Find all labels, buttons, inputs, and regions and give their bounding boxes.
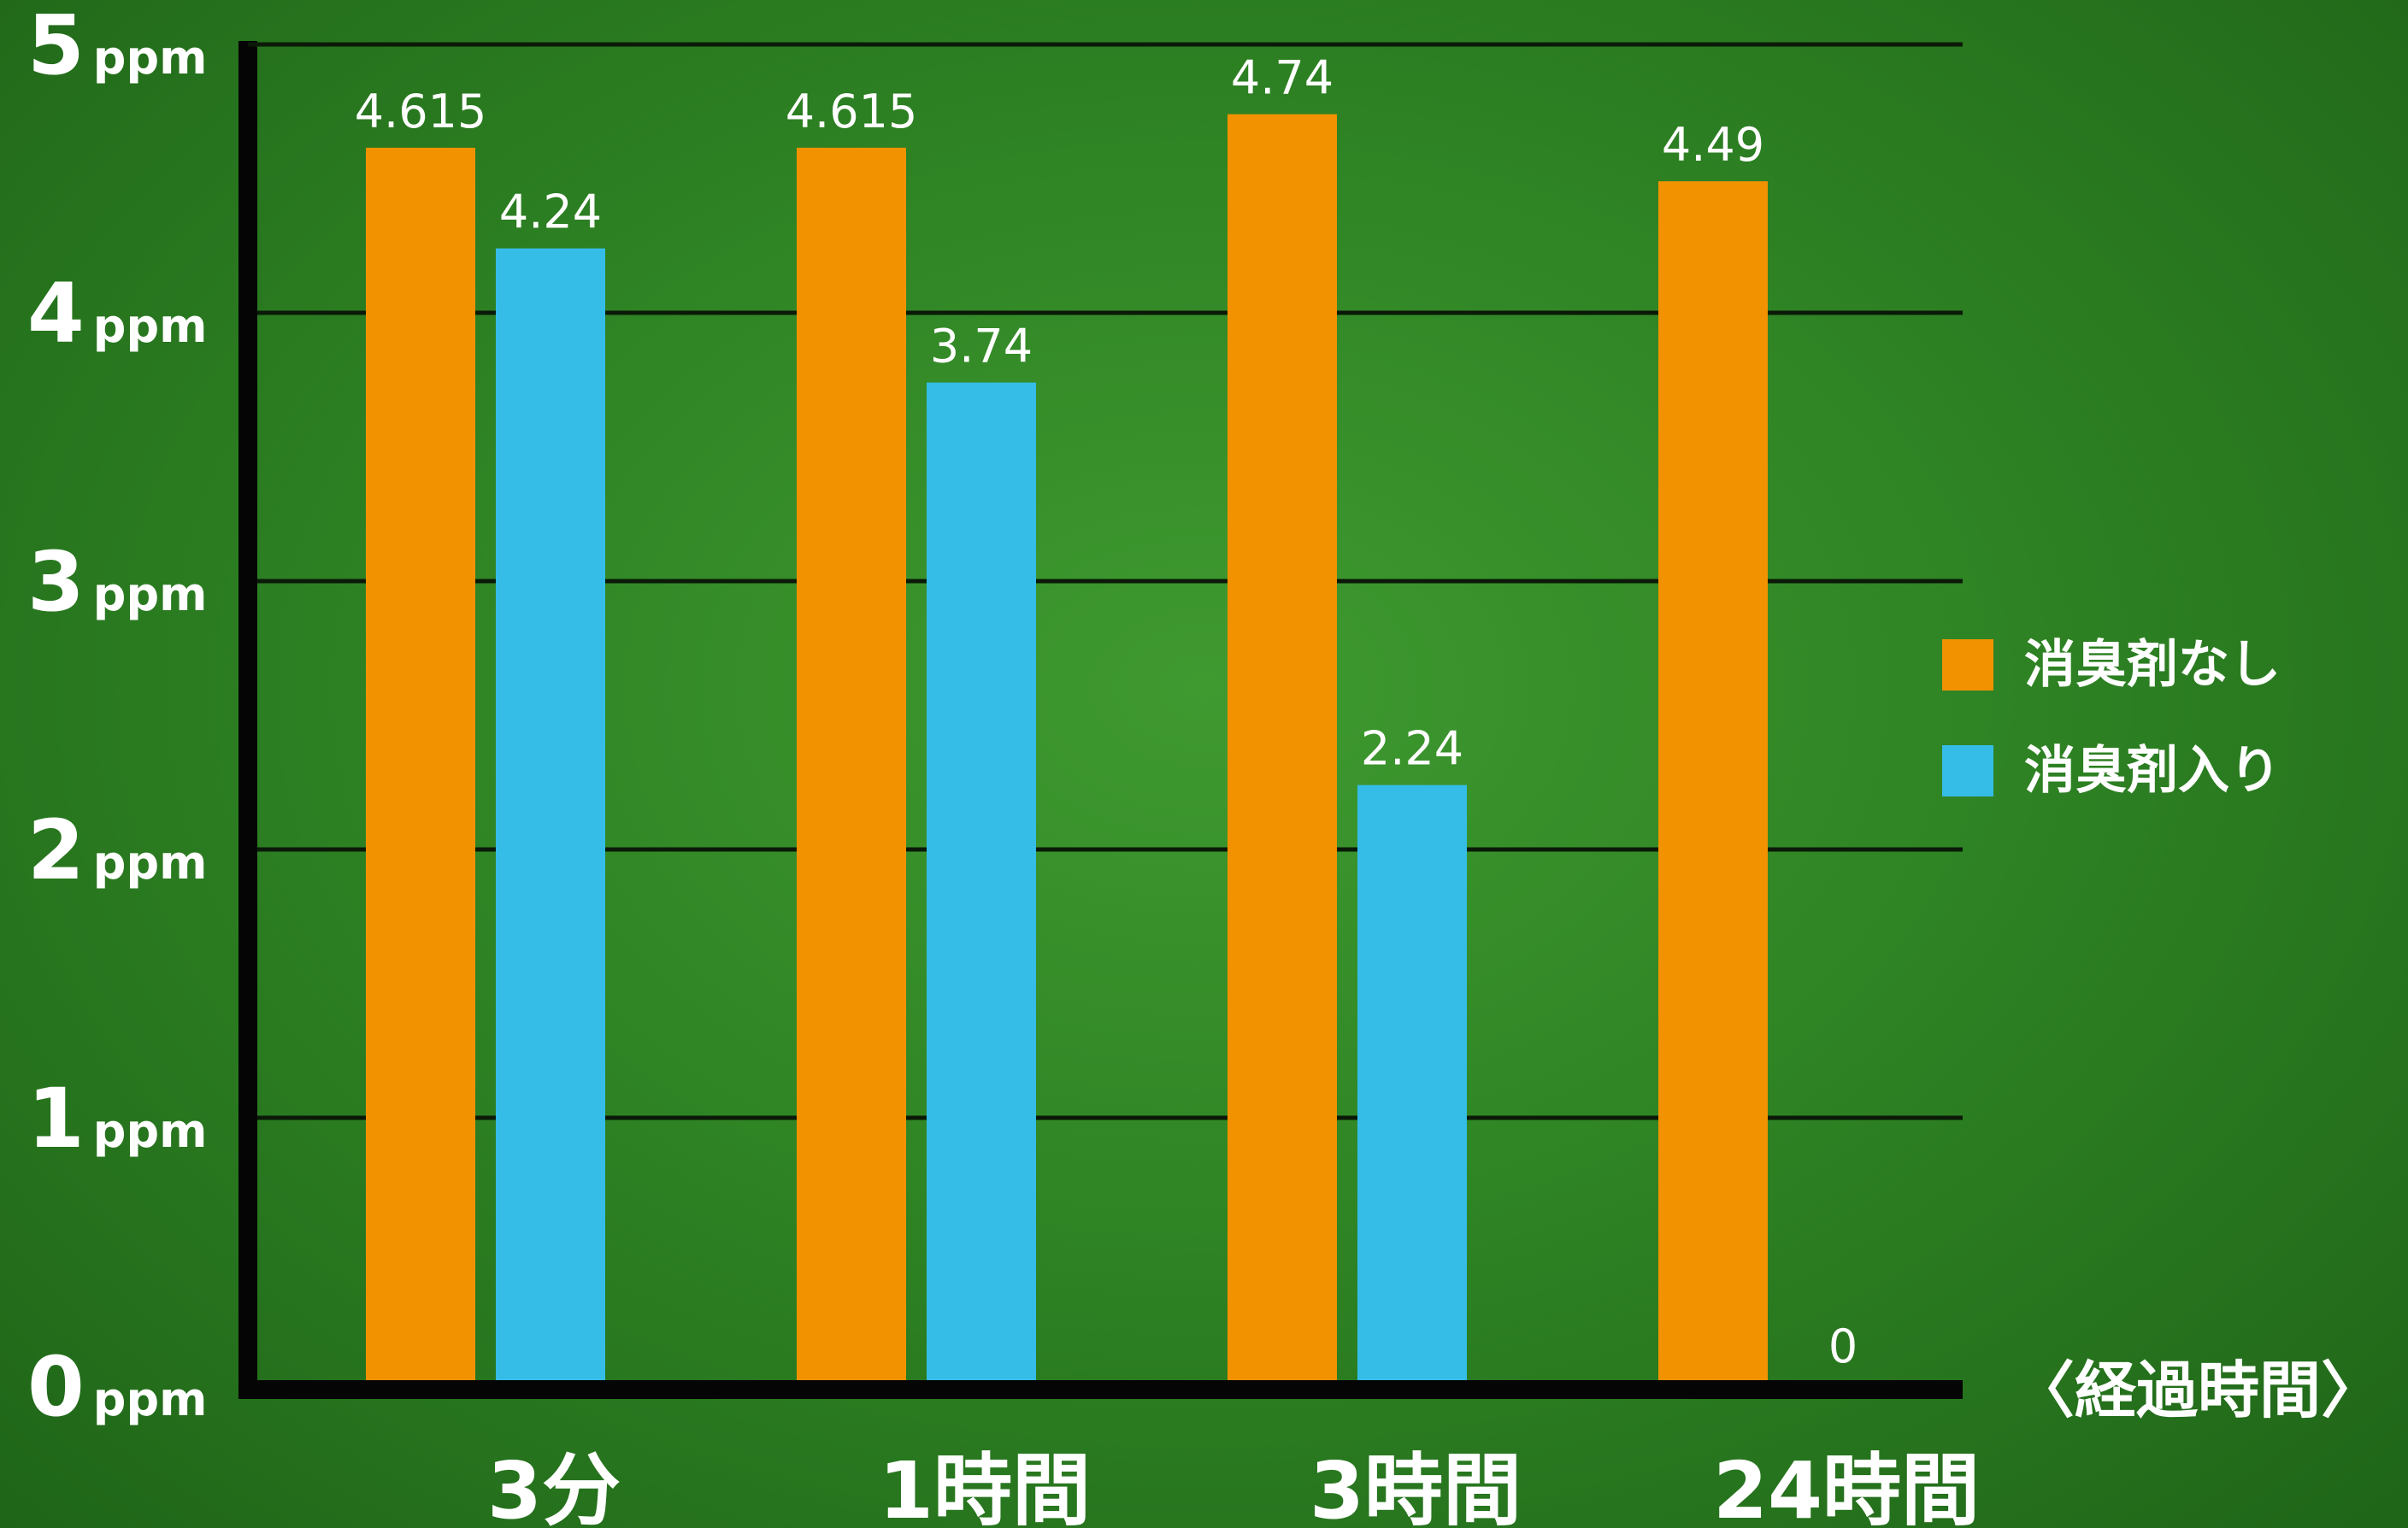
legend-swatch — [1942, 639, 1993, 691]
bar-with-deodorant-1 — [927, 382, 1036, 1386]
data-label: 4.49 — [1662, 118, 1764, 172]
y-tick-labels: 0 ppm 1 ppm 2 ppm 3 ppm 4 ppm 5 ppm — [27, 0, 207, 1435]
data-label: 4.24 — [499, 185, 602, 239]
data-label: 0 — [1828, 1319, 1858, 1373]
y-tick-label: 4 ppm — [27, 266, 207, 361]
data-label: 4.615 — [786, 85, 918, 138]
legend-label: 消臭剤入り — [2024, 741, 2281, 801]
data-label: 3.74 — [930, 320, 1033, 373]
axes — [238, 41, 1963, 1399]
bar-with-deodorant-0 — [496, 248, 605, 1386]
data-label: 2.24 — [1361, 722, 1463, 776]
y-tick-label: 5 ppm — [27, 0, 207, 93]
x-tick-labels: 3分 1時間 3時間 24時間 — [487, 1445, 1980, 1528]
x-tick-label: 3時間 — [1310, 1445, 1522, 1528]
y-tick-label: 2 ppm — [27, 802, 207, 898]
bar-with-deodorant-2 — [1357, 785, 1467, 1386]
bar-without-deodorant-1 — [797, 147, 906, 1386]
x-axis-label: 〈経過時間〉 — [2013, 1355, 2382, 1426]
bar-without-deodorant-2 — [1228, 114, 1337, 1386]
y-tick-label: 3 ppm — [27, 534, 207, 630]
data-label: 4.74 — [1231, 51, 1334, 105]
y-tick-label: 1 ppm — [27, 1071, 207, 1167]
data-label: 4.615 — [355, 85, 487, 138]
x-tick-label: 1時間 — [879, 1445, 1091, 1528]
legend-swatch — [1942, 745, 1993, 796]
y-tick-label: 0 ppm — [27, 1339, 207, 1435]
x-tick-label: 3分 — [487, 1445, 621, 1528]
bar-without-deodorant-3 — [1658, 181, 1768, 1386]
bar-without-deodorant-0 — [366, 147, 475, 1386]
legend-label: 消臭剤なし — [2024, 635, 2281, 695]
x-tick-label: 24時間 — [1713, 1445, 1980, 1528]
